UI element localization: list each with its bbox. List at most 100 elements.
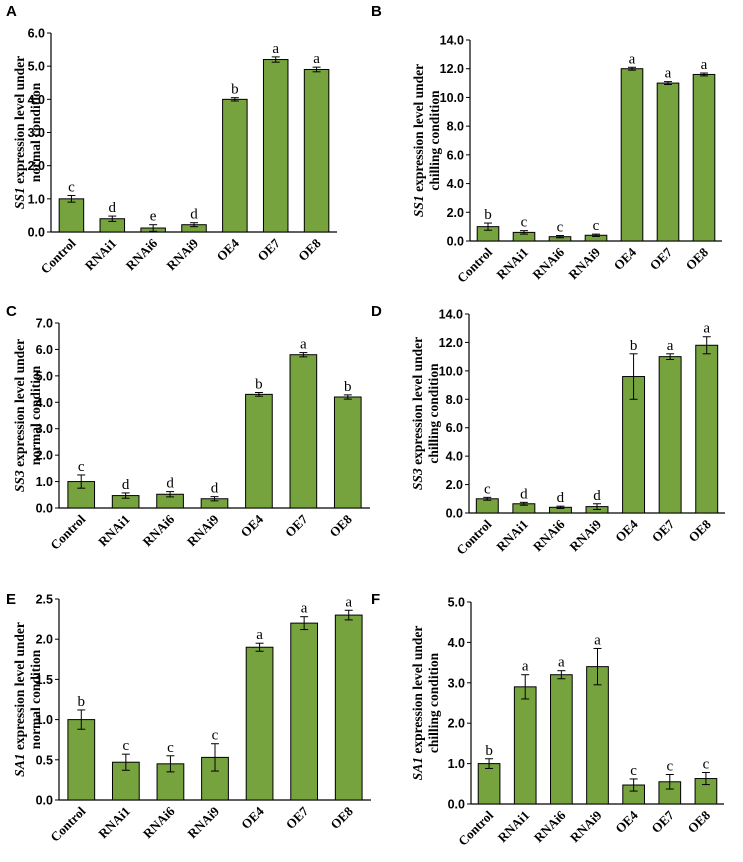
x-tick-label: Control [37, 235, 78, 276]
x-tick-label: RNAi9 [184, 511, 222, 549]
panel-letter: A [6, 3, 17, 20]
y-tick-label: 4.0 [28, 93, 45, 107]
significance-letter: c [521, 215, 528, 231]
y-label-line-2: chilling condition [426, 652, 441, 753]
significance-letter: a [629, 51, 636, 67]
y-label-line-1: SS3 expression level under [12, 339, 27, 492]
significance-letter: c [212, 728, 219, 744]
x-tick-label: OE8 [295, 235, 324, 264]
y-tick-label: 8.0 [447, 120, 464, 134]
bar-oe7 [290, 622, 319, 801]
y-tick-label: 10.0 [439, 364, 463, 378]
y-tick-label: 5.0 [28, 60, 45, 74]
significance-letter: a [522, 659, 529, 675]
y-label-text: expression level under [411, 64, 426, 195]
significance-letter: d [109, 200, 117, 216]
x-tick-label: OE4 [611, 244, 640, 273]
x-tick-label: RNAi6 [530, 516, 568, 554]
y-tick-label: 6.0 [446, 421, 463, 435]
y-tick-label: 1.0 [28, 192, 45, 206]
y-tick-label: 2.0 [28, 159, 45, 173]
significance-letter: c [68, 180, 75, 196]
significance-letter: d [211, 481, 219, 497]
y-tick-label: 3.0 [448, 676, 465, 690]
significance-letter: a [701, 57, 708, 73]
x-tick-label: RNAi9 [566, 516, 604, 554]
significance-letter: d [520, 486, 528, 502]
significance-letter: d [166, 476, 174, 492]
y-label-text: expression level under [12, 622, 27, 753]
y-tick-label: 14.0 [439, 308, 463, 322]
y-tick-label: 12.0 [439, 336, 463, 350]
panel-f: F 0.0 1.0 2.0 3.0 4.0 5.0 SA1 expression level … [371, 591, 724, 849]
panel-a: A 0.0 1.0 2.0 3.0 4.0 5.0 6.0 SS1 expression lev… [6, 3, 337, 277]
significance-letter: a [272, 41, 279, 57]
x-tick-label: OE7 [647, 244, 676, 273]
bar-oe8 [303, 68, 330, 233]
x-tick-label: RNAi1 [95, 512, 133, 550]
y-tick-label: 0.5 [36, 753, 53, 767]
bar-oe4 [245, 393, 273, 509]
x-tick-label: RNAi9 [567, 807, 605, 845]
significance-letter: c [703, 756, 710, 772]
significance-letter: b [630, 338, 638, 354]
panel-c: C 0.0 1.0 2.0 3.0 4.0 5.0 6.0 7.0 SS3 expression … [6, 303, 370, 553]
significance-letter: a [667, 338, 674, 354]
significance-letter: c [666, 759, 673, 775]
x-tick-label: RNAi1 [493, 245, 531, 283]
panel-letter: B [371, 3, 382, 20]
x-tick-label: OE7 [282, 511, 311, 540]
bar-oe8 [692, 73, 716, 242]
y-tick-label: 4.0 [36, 396, 53, 410]
y-label-line-2: normal condition [28, 649, 43, 749]
x-tick-label: RNAi9 [184, 803, 222, 841]
significance-letter: a [313, 51, 320, 67]
significance-letter: d [593, 488, 601, 504]
bar-oe4 [245, 646, 274, 801]
y-label-line-2: chilling condition [426, 363, 441, 464]
significance-letter: b [255, 377, 263, 393]
y-tick-label: 0.0 [36, 794, 53, 808]
x-tick-label: RNAi6 [123, 235, 161, 273]
x-tick-label: Control [454, 244, 495, 285]
x-tick-label: OE8 [685, 807, 714, 836]
x-tick-label: RNAi1 [495, 808, 533, 846]
panel-d: D 0.0 2.0 4.0 6.0 8.0 10.0 12.0 14.0 SS3 expressi… [371, 303, 725, 558]
y-tick-label: 0.0 [448, 798, 465, 812]
x-tick-label: RNAi6 [140, 803, 178, 841]
y-tick-label: 2.0 [448, 717, 465, 731]
y-axis-label: SS3 expression level underchilling condi… [410, 337, 441, 490]
y-label-gene: SS3 [12, 470, 27, 492]
y-tick-label: 5.0 [36, 369, 53, 383]
y-tick-label: 6.0 [36, 343, 53, 357]
y-label-line-1: SS1 expression level under [411, 64, 426, 217]
x-tick-label: RNAi9 [565, 244, 603, 282]
x-tick-label: OE4 [612, 807, 641, 836]
bar-oe8 [695, 344, 719, 514]
bar-rnai1 [513, 686, 537, 805]
panel-b: B 0.0 2.0 4.0 6.0 8.0 10.0 12.0 14.0 SS1 expressi… [371, 3, 722, 286]
bar-oe7 [656, 82, 680, 242]
y-tick-label: 6.0 [447, 148, 464, 162]
y-tick-label: 4.0 [447, 177, 464, 191]
x-tick-label: OE4 [238, 511, 267, 540]
significance-letter: c [78, 459, 85, 475]
bar-oe7 [262, 59, 289, 233]
y-tick-label: 3.0 [28, 126, 45, 140]
x-tick-label: OE8 [685, 516, 714, 545]
x-tick-label: OE7 [648, 807, 677, 836]
bar-control [475, 498, 499, 514]
y-label-gene: SA1 [410, 757, 425, 780]
significance-letter: c [557, 220, 564, 236]
y-tick-label: 4.0 [446, 450, 463, 464]
x-tick-label: Control [453, 516, 494, 557]
x-tick-label: OE8 [326, 511, 355, 540]
significance-letter: a [558, 655, 565, 671]
panel-letter: C [6, 303, 17, 320]
y-tick-label: 6.0 [28, 27, 45, 41]
significance-letter: d [122, 477, 130, 493]
significance-letter: b [485, 743, 493, 759]
bar-oe7 [658, 356, 682, 514]
y-label-gene: SS1 [411, 195, 426, 217]
y-tick-label: 0.0 [36, 502, 53, 516]
